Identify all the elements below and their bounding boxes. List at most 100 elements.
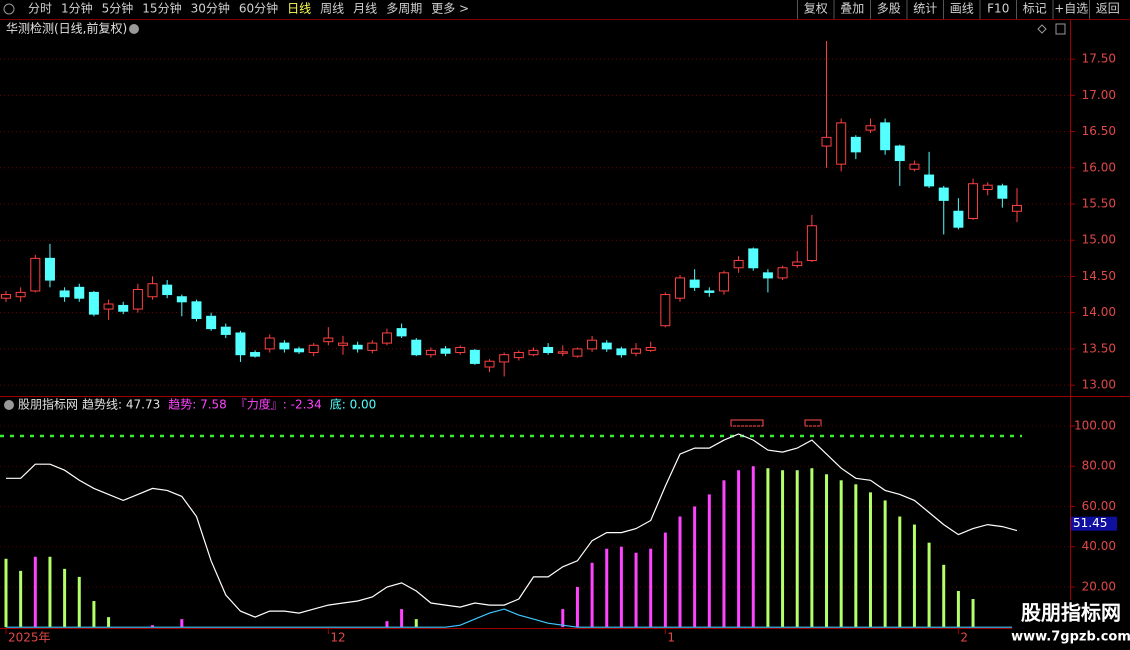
trend-line <box>6 433 1018 618</box>
timeframe-tab[interactable]: 多周期 <box>386 2 422 16</box>
y-tick-label: 16.50 <box>1082 124 1116 138</box>
candle-body <box>1012 204 1022 212</box>
indicator-name: 股朋指标网 <box>18 397 78 412</box>
toolbar-button[interactable]: 返回 <box>1096 2 1120 16</box>
y-tick-label: 80.00 <box>1082 459 1116 473</box>
toolbar-button[interactable]: 画线 <box>950 2 974 16</box>
indicator-bar <box>942 564 946 628</box>
indicator-bar <box>4 558 8 628</box>
toolbar-button[interactable]: 叠加 <box>840 2 864 16</box>
timeframe-tab[interactable]: 60分钟 <box>239 1 278 16</box>
y-tick-label: 17.50 <box>1082 52 1116 66</box>
indicator-bar <box>825 474 829 628</box>
indicator-bar <box>868 492 872 628</box>
indicator-legend: 『力度』: -2.34 <box>235 397 322 412</box>
candle-body <box>982 184 993 191</box>
base-line <box>6 608 1017 628</box>
candle-body <box>30 257 41 292</box>
candle-body <box>381 332 392 344</box>
back-icon[interactable] <box>3 3 15 15</box>
indicator-bar <box>971 599 975 628</box>
indicator-bar <box>927 542 931 628</box>
candle-body <box>294 348 305 353</box>
indicator-bar <box>883 500 887 628</box>
timeframe-tab[interactable]: 15分钟 <box>142 1 181 16</box>
toolbar-button[interactable]: F10 <box>987 2 1009 16</box>
candle-body <box>543 346 554 354</box>
panel-icon[interactable] <box>1055 23 1066 35</box>
candle-body <box>704 290 715 293</box>
indicator-bar <box>956 590 960 628</box>
timeframe-tab[interactable]: 1分钟 <box>61 1 93 16</box>
indicator-dropdown[interactable] <box>4 400 14 410</box>
y-tick-label: 13.00 <box>1082 378 1116 392</box>
candle-body <box>264 337 275 350</box>
candle-body <box>997 185 1008 199</box>
indicator-legend: 趋势: 7.58 <box>168 398 227 412</box>
candle-body <box>411 339 422 356</box>
candle-body <box>557 351 568 354</box>
candle-body <box>601 342 612 350</box>
toolbar-button[interactable]: +自选 <box>1054 2 1088 16</box>
candle-body <box>352 344 363 350</box>
indicator-bar <box>722 480 726 628</box>
panel-title: 华测检测(日线,前复权) <box>6 21 127 36</box>
candle-body <box>147 283 158 298</box>
candle-body <box>162 284 173 296</box>
candle-body <box>762 272 773 279</box>
indicator-bar <box>663 532 667 628</box>
candle-body <box>132 289 143 310</box>
candle-body <box>88 291 99 315</box>
candle-body <box>645 346 656 351</box>
candle-body <box>15 291 26 298</box>
current-value-label: 51.45 <box>1073 516 1107 530</box>
watermark-bg <box>1012 600 1130 650</box>
candle-body <box>235 332 246 356</box>
candle-body <box>894 145 905 162</box>
indicator-bar <box>33 556 37 628</box>
candle-body <box>909 163 920 170</box>
timeframe-tab[interactable]: 月线 <box>353 2 377 16</box>
candle-body <box>103 303 114 310</box>
toolbar-button[interactable]: 统计 <box>913 2 937 16</box>
indicator-bar <box>634 552 638 628</box>
indicator-bar <box>781 470 785 628</box>
candle-body <box>850 136 861 153</box>
candle-body <box>455 346 466 354</box>
candle-body <box>176 296 187 303</box>
toolbar-button[interactable]: 标记 <box>1023 2 1047 16</box>
toolbar-button[interactable]: 复权 <box>804 2 828 16</box>
indicator-bar <box>19 570 23 628</box>
timeframe-tab[interactable]: 分时 <box>28 2 52 16</box>
timeframe-tab[interactable]: 周线 <box>320 2 344 16</box>
candle-body <box>968 183 979 220</box>
candle-body <box>484 360 495 368</box>
indicator-bar <box>77 576 81 628</box>
indicator-bar <box>414 619 418 628</box>
candle-body <box>44 257 55 281</box>
candle-body <box>748 248 759 269</box>
dropdown-icon[interactable] <box>129 24 139 34</box>
y-tick-label: 100.00 <box>1074 418 1116 432</box>
candle-body <box>631 348 642 354</box>
diamond-icon[interactable] <box>1037 24 1047 34</box>
y-tick-label: 17.00 <box>1082 88 1116 102</box>
timeframe-tab[interactable]: 30分钟 <box>191 1 230 16</box>
indicator-legend: 趋势线: 47.73 <box>82 398 160 412</box>
indicator-bar <box>107 617 111 628</box>
x-tick-label: 1 <box>667 631 675 645</box>
indicator-bar <box>751 466 755 628</box>
indicator-bar <box>795 470 799 628</box>
timeframe-tab[interactable]: 5分钟 <box>102 1 134 16</box>
y-tick-label: 20.00 <box>1082 579 1116 593</box>
candle-body <box>367 342 378 351</box>
timeframe-tab[interactable]: 更多 > <box>431 2 469 16</box>
candle-body <box>425 349 436 356</box>
toolbar-button[interactable]: 多股 <box>877 2 901 16</box>
indicator-bar <box>561 609 565 628</box>
candle-body <box>938 187 949 201</box>
indicator-bar <box>678 516 682 628</box>
indicator-bar <box>737 470 741 628</box>
timeframe-tab[interactable]: 日线 <box>287 2 311 16</box>
